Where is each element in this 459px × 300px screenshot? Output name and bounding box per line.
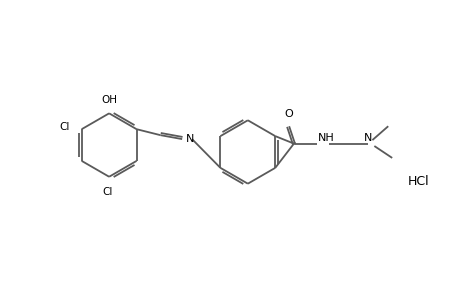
Text: Cl: Cl [59, 122, 70, 132]
Text: Cl: Cl [102, 187, 112, 197]
Text: NH: NH [317, 133, 334, 143]
Text: HCl: HCl [407, 175, 428, 188]
Text: O: O [284, 109, 293, 119]
Text: OH: OH [101, 95, 117, 105]
Text: N: N [364, 133, 372, 143]
Text: N: N [186, 134, 194, 144]
